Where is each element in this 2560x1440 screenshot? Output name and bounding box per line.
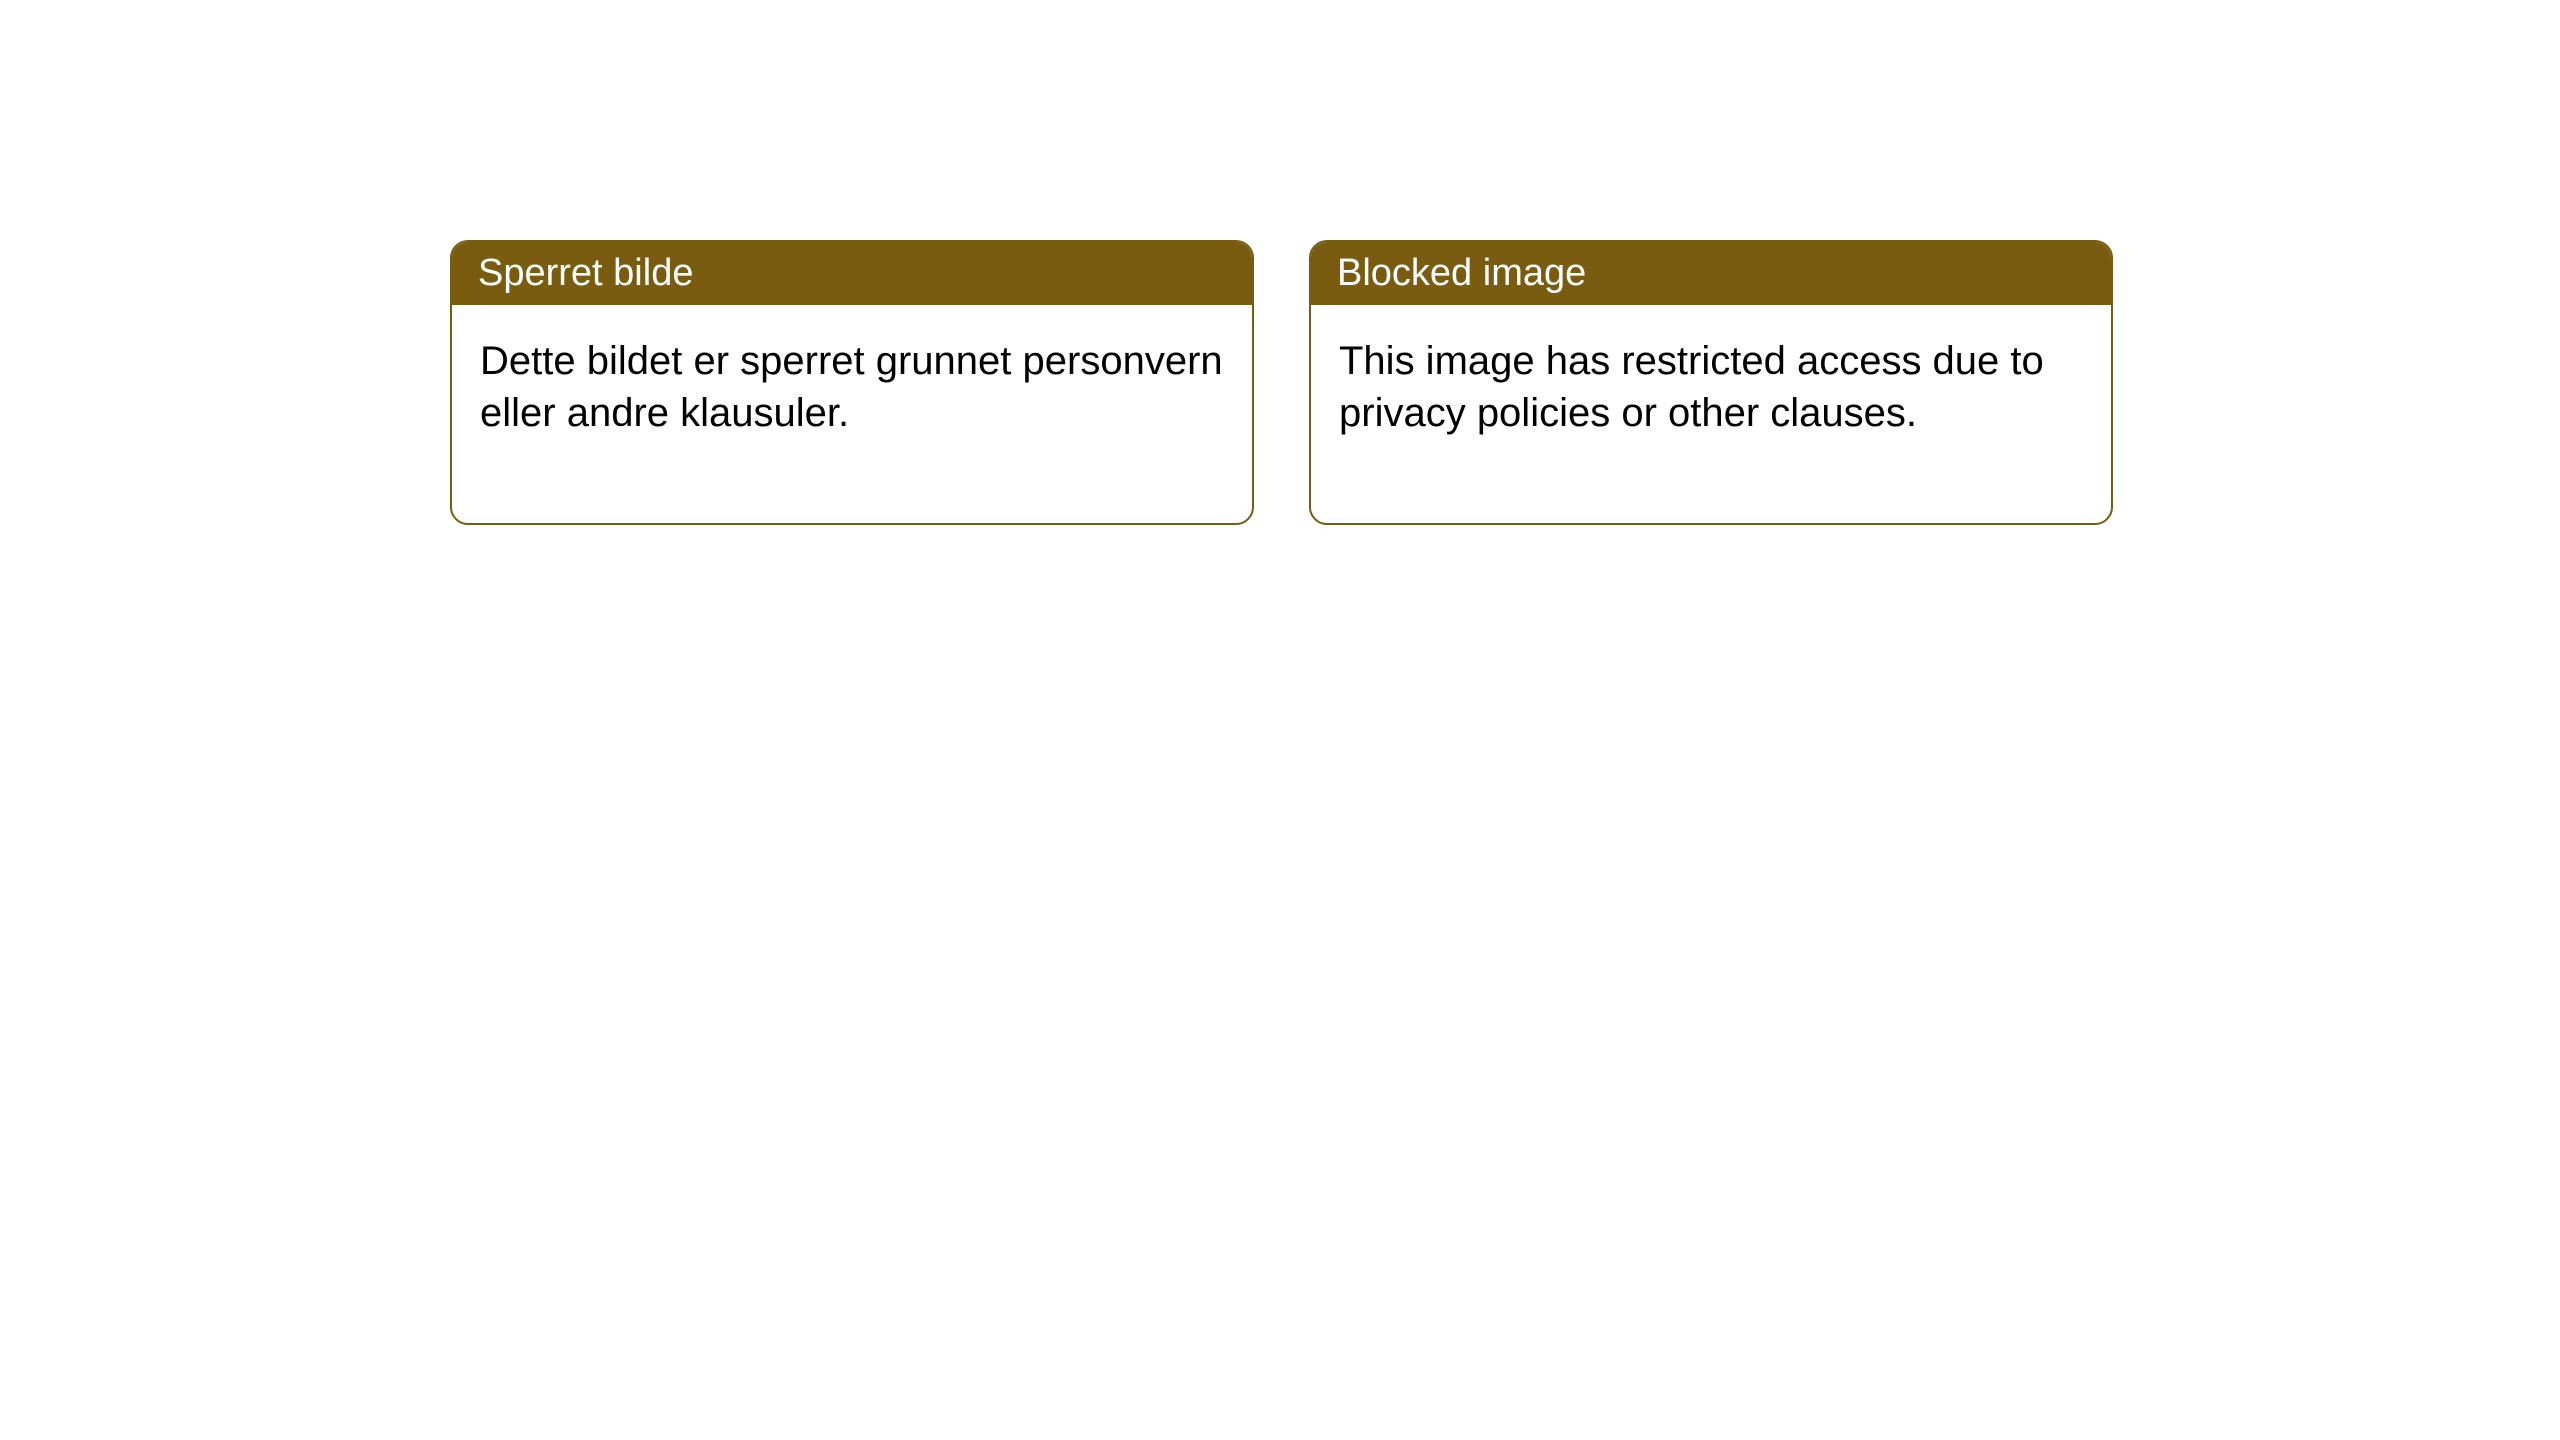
card-title: Blocked image [1337, 252, 1586, 294]
card-header: Blocked image [1311, 242, 2111, 305]
card-body-text: This image has restricted access due to … [1339, 339, 2044, 435]
card-body: This image has restricted access due to … [1311, 305, 2111, 523]
card-body-text: Dette bildet er sperret grunnet personve… [480, 339, 1223, 435]
card-header: Sperret bilde [452, 242, 1252, 305]
card-title: Sperret bilde [478, 252, 693, 294]
card-body: Dette bildet er sperret grunnet personve… [452, 305, 1252, 523]
notice-card-norwegian: Sperret bilde Dette bildet er sperret gr… [450, 240, 1254, 525]
notice-container: Sperret bilde Dette bildet er sperret gr… [450, 240, 2113, 525]
notice-card-english: Blocked image This image has restricted … [1309, 240, 2113, 525]
